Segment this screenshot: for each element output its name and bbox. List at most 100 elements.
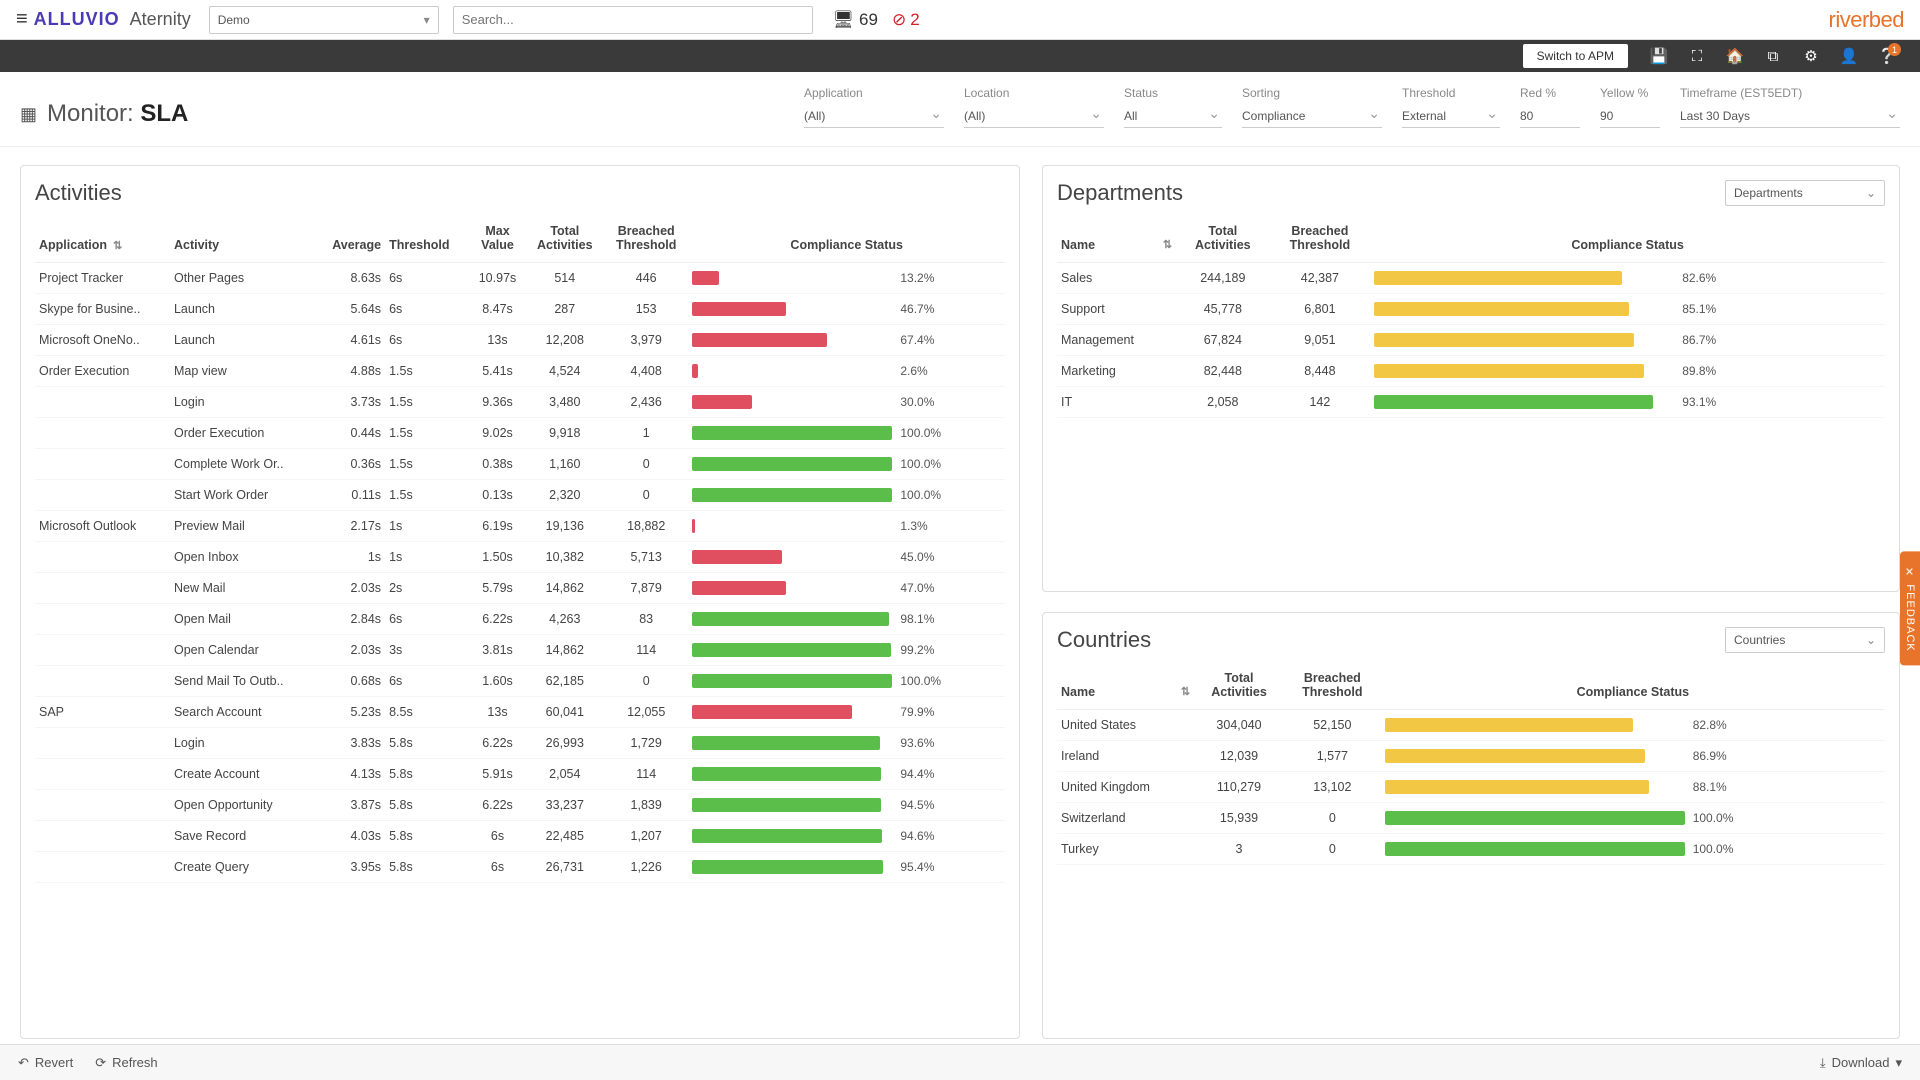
table-row[interactable]: Order Execution 0.44s 1.5s 9.02s 9,918 1… (35, 418, 1005, 449)
table-row[interactable]: Send Mail To Outb.. 0.68s 6s 1.60s 62,18… (35, 666, 1005, 697)
br-cell: 1 (604, 418, 688, 449)
col-totalact[interactable]: TotalActivities (1176, 216, 1270, 263)
copy-icon[interactable]: ⧉ (1756, 40, 1790, 72)
save-icon[interactable]: 💾 (1642, 40, 1676, 72)
bar-cell: 67.4% (688, 325, 1005, 356)
table-row[interactable]: Turkey 3 0 100.0% (1057, 834, 1885, 865)
th-cell: 5.8s (385, 852, 469, 883)
filter-application[interactable]: Application(All) (804, 86, 944, 128)
monitor-count[interactable]: 🖥 69 (833, 10, 878, 30)
table-row[interactable]: Create Account 4.13s 5.8s 5.91s 2,054 11… (35, 759, 1005, 790)
sort-icon[interactable]: ⇅ (1181, 685, 1190, 698)
table-row[interactable]: Open Inbox 1s 1s 1.50s 10,382 5,713 45.0… (35, 542, 1005, 573)
sort-icon[interactable]: ⇅ (1163, 238, 1172, 251)
col-totalact[interactable]: TotalActivities (526, 216, 604, 263)
col-maxvalue[interactable]: MaxValue (469, 216, 525, 263)
filter-sorting[interactable]: SortingCompliance (1242, 86, 1382, 128)
col-activity[interactable]: Activity (170, 216, 315, 263)
col-threshold[interactable]: Threshold (385, 216, 469, 263)
table-row[interactable]: United States 304,040 52,150 82.8% (1057, 710, 1885, 741)
col-name[interactable]: Name⇅ (1057, 216, 1176, 263)
table-row[interactable]: Microsoft Outlook Preview Mail 2.17s 1s … (35, 511, 1005, 542)
dark-toolbar: Switch to APM 💾 ⛶ 🏠 ⧉ ⚙ 👤 ❔1 (0, 40, 1920, 72)
table-row[interactable]: SAP Search Account 5.23s 8.5s 13s 60,041… (35, 697, 1005, 728)
hamburger-icon[interactable]: ≡ (16, 8, 28, 31)
feedback-tab[interactable]: ✕FEEDBACK (1900, 551, 1920, 665)
fullscreen-icon[interactable]: ⛶ (1680, 40, 1714, 72)
download-button[interactable]: ⤓ Download ▾ (1820, 1055, 1902, 1071)
table-row[interactable]: Complete Work Or.. 0.36s 1.5s 0.38s 1,16… (35, 449, 1005, 480)
activities-scroll[interactable]: Application⇅ Activity Average Threshold … (35, 216, 1005, 1030)
table-row[interactable]: Login 3.83s 5.8s 6.22s 26,993 1,729 93.6… (35, 728, 1005, 759)
filter-status[interactable]: StatusAll (1124, 86, 1222, 128)
filter-location[interactable]: Location(All) (964, 86, 1104, 128)
bar-cell: 93.6% (688, 728, 1005, 759)
col-compliance[interactable]: Compliance Status (1370, 216, 1885, 263)
table-row[interactable]: Order Execution Map view 4.88s 1.5s 5.41… (35, 356, 1005, 387)
filter-red[interactable]: Red %80 (1520, 86, 1580, 128)
col-totalact[interactable]: TotalActivities (1194, 663, 1284, 710)
col-name[interactable]: Name⇅ (1057, 663, 1194, 710)
table-row[interactable]: Save Record 4.03s 5.8s 6s 22,485 1,207 9… (35, 821, 1005, 852)
table-row[interactable]: United Kingdom 110,279 13,102 88.1% (1057, 772, 1885, 803)
filter-yellow[interactable]: Yellow %90 (1600, 86, 1660, 128)
table-row[interactable]: Project Tracker Other Pages 8.63s 6s 10.… (35, 263, 1005, 294)
table-row[interactable]: Open Opportunity 3.87s 5.8s 6.22s 33,237… (35, 790, 1005, 821)
table-row[interactable]: Create Query 3.95s 5.8s 6s 26,731 1,226 … (35, 852, 1005, 883)
activity-cell: Create Query (170, 852, 315, 883)
br-cell: 1,207 (604, 821, 688, 852)
gear-icon[interactable]: ⚙ (1794, 40, 1828, 72)
table-row[interactable]: Start Work Order 0.11s 1.5s 0.13s 2,320 … (35, 480, 1005, 511)
col-average[interactable]: Average (315, 216, 385, 263)
col-compliance[interactable]: Compliance Status (1381, 663, 1885, 710)
br-cell: 0 (604, 449, 688, 480)
countries-dropdown[interactable]: Countries (1725, 627, 1885, 653)
avg-cell: 0.11s (315, 480, 385, 511)
table-row[interactable]: Switzerland 15,939 0 100.0% (1057, 803, 1885, 834)
filter-timeframe[interactable]: Timeframe (EST5EDT)Last 30 Days (1680, 86, 1900, 128)
col-breached[interactable]: BreachedThreshold (1284, 663, 1381, 710)
departments-dropdown[interactable]: Departments (1725, 180, 1885, 206)
filter-threshold[interactable]: ThresholdExternal (1402, 86, 1500, 128)
table-row[interactable]: Ireland 12,039 1,577 86.9% (1057, 741, 1885, 772)
table-row[interactable]: Skype for Busine.. Launch 5.64s 6s 8.47s… (35, 294, 1005, 325)
max-cell: 0.13s (469, 480, 525, 511)
app-cell (35, 821, 170, 852)
tot-cell: 82,448 (1176, 356, 1270, 387)
table-row[interactable]: Sales 244,189 42,387 82.6% (1057, 263, 1885, 294)
br-cell: 1,226 (604, 852, 688, 883)
table-row[interactable]: IT 2,058 142 93.1% (1057, 387, 1885, 418)
avg-cell: 0.68s (315, 666, 385, 697)
br-cell: 9,051 (1270, 325, 1371, 356)
col-breached[interactable]: BreachedThreshold (1270, 216, 1371, 263)
home-icon[interactable]: 🏠 (1718, 40, 1752, 72)
help-icon[interactable]: ❔1 (1870, 40, 1904, 72)
table-row[interactable]: Marketing 82,448 8,448 89.8% (1057, 356, 1885, 387)
avg-cell: 0.44s (315, 418, 385, 449)
table-row[interactable]: Management 67,824 9,051 86.7% (1057, 325, 1885, 356)
table-row[interactable]: Support 45,778 6,801 85.1% (1057, 294, 1885, 325)
table-row[interactable]: Microsoft OneNo.. Launch 4.61s 6s 13s 12… (35, 325, 1005, 356)
revert-button[interactable]: ↶ Revert (18, 1055, 73, 1071)
bar-cell: 89.8% (1370, 356, 1885, 387)
refresh-button[interactable]: ⟳ Refresh (95, 1055, 157, 1071)
br-cell: 52,150 (1284, 710, 1381, 741)
search-input[interactable] (453, 6, 813, 34)
table-row[interactable]: New Mail 2.03s 2s 5.79s 14,862 7,879 47.… (35, 573, 1005, 604)
col-breached[interactable]: BreachedThreshold (604, 216, 688, 263)
table-row[interactable]: Open Calendar 2.03s 3s 3.81s 14,862 114 … (35, 635, 1005, 666)
departments-table: Name⇅ TotalActivities BreachedThreshold … (1057, 216, 1885, 418)
user-icon[interactable]: 👤 (1832, 40, 1866, 72)
col-compliance[interactable]: Compliance Status (688, 216, 1005, 263)
app-cell: Skype for Busine.. (35, 294, 170, 325)
table-row[interactable]: Login 3.73s 1.5s 9.36s 3,480 2,436 30.0% (35, 387, 1005, 418)
table-row[interactable]: Open Mail 2.84s 6s 6.22s 4,263 83 98.1% (35, 604, 1005, 635)
close-icon[interactable]: ✕ (1905, 565, 1915, 578)
tenant-dropdown[interactable]: Demo (209, 6, 439, 34)
col-application[interactable]: Application⇅ (35, 216, 170, 263)
alert-count[interactable]: ⊘ 2 (892, 10, 920, 30)
th-cell: 1.5s (385, 418, 469, 449)
avg-cell: 2.84s (315, 604, 385, 635)
switch-apm-button[interactable]: Switch to APM (1523, 44, 1628, 68)
sort-icon[interactable]: ⇅ (113, 240, 122, 252)
